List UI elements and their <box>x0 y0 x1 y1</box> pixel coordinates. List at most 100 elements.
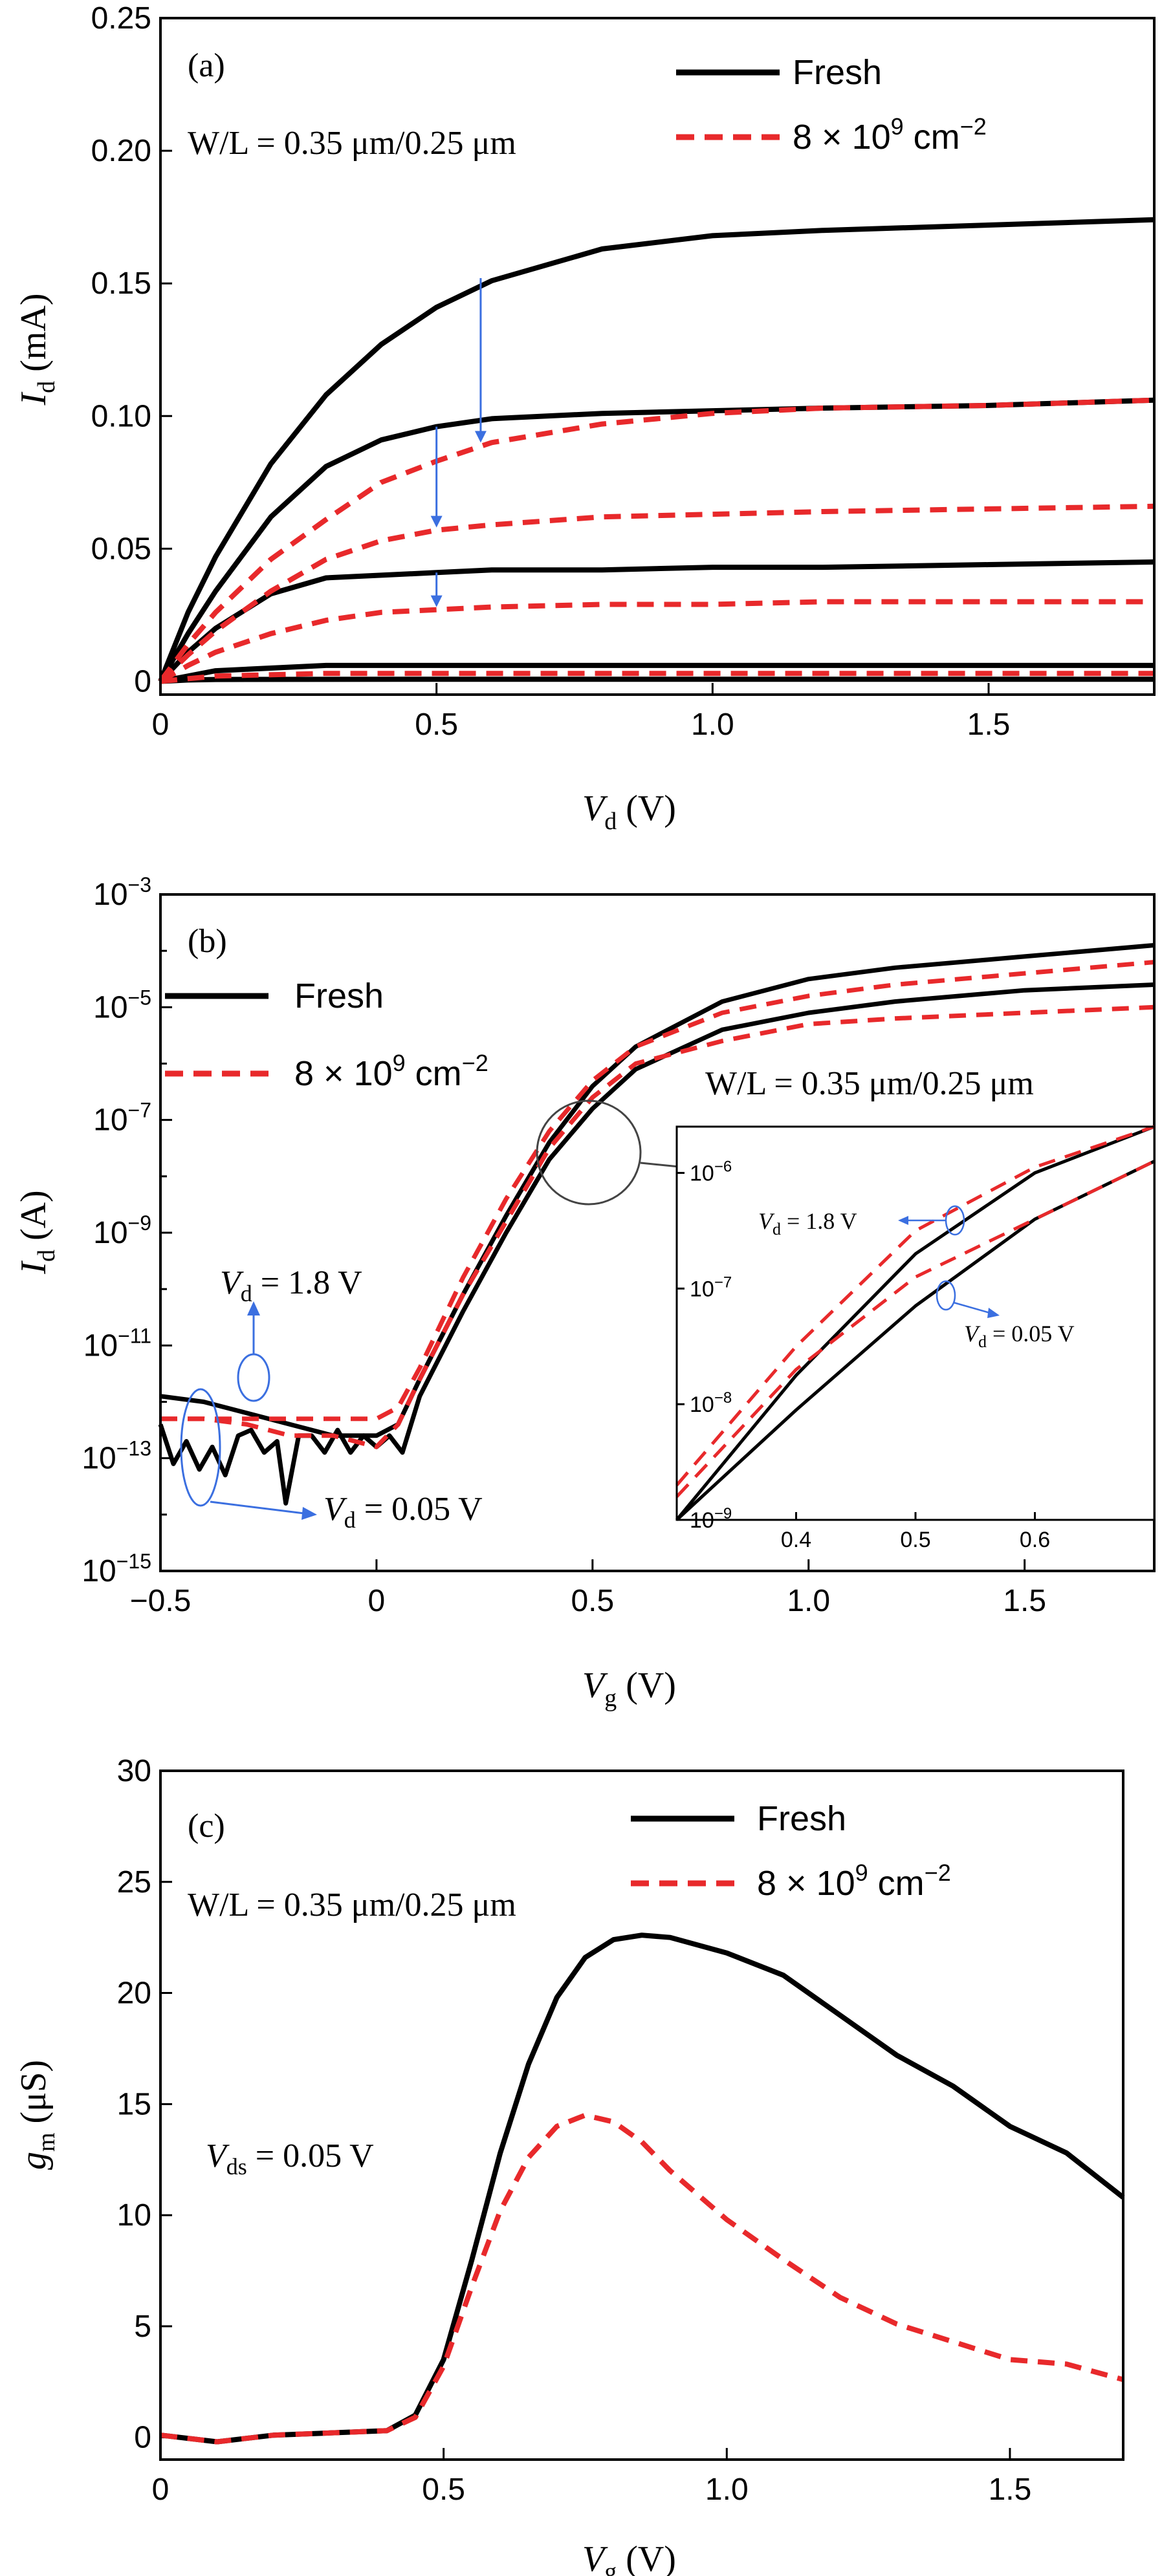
inset-vd-low: Vd = 0.05 V <box>964 1321 1075 1351</box>
inset-x-tick-label: 0.6 <box>1020 1528 1050 1552</box>
panel-a: 0 0.5 1.0 1.5 0 0.05 0.10 0.15 0.20 0.25 (a) W/L … <box>14 1 1156 835</box>
annotation-arrow-low <box>210 1500 305 1515</box>
annotation-arrowhead-high <box>247 1301 260 1315</box>
panel-b-x-axis-title: Vg (V) <box>582 1665 676 1712</box>
annotation-vd-low: Vd = 0.05 V <box>323 1491 483 1533</box>
panel-a-fresh-curve-4 <box>160 662 1154 684</box>
panel-a-irradiated-curve-3 <box>159 599 1154 684</box>
panel-c-fresh-curve <box>160 1932 1125 2445</box>
legend-irradiated-label: 8 × 109 cm−2 <box>294 1050 488 1093</box>
panel-b-y-axis-title: Id (A) <box>14 1190 60 1274</box>
panel-c-x-tick-label: 1.5 <box>989 2473 1032 2507</box>
panel-b-y-tick-label: 10−11 <box>83 1324 151 1363</box>
panel-a-irradiated-curve-4 <box>160 671 1154 684</box>
panel-a-fresh-curve-3 <box>159 559 1155 684</box>
legend-irradiated-label: 8 × 109 cm−2 <box>793 113 987 157</box>
panel-b-curve-2 <box>158 982 1155 1506</box>
panel-c-ticks: 0 0.5 1.0 1.5 0 5 10 15 20 25 30 <box>117 1754 1032 2507</box>
panel-b-curve-4 <box>160 1004 1155 1449</box>
panel-c-legend: Fresh 8 × 109 cm−2 <box>631 1799 951 1903</box>
panel-c-y-tick-label: 30 <box>117 1754 151 1788</box>
annotation-arrowhead-low <box>301 1507 317 1520</box>
inset-arrowhead-low <box>987 1308 1000 1318</box>
legend-fresh-label: Fresh <box>793 53 882 92</box>
panel-a-label: (a) <box>188 47 225 84</box>
panel-b-wl-note: W/L = 0.35 μm/0.25 μm <box>705 1065 1034 1102</box>
panel-c-curves <box>160 1932 1125 2445</box>
panel-c-y-tick-label: 5 <box>134 2310 151 2344</box>
panel-b-curves <box>158 943 1155 1506</box>
panel-c-y-tick-label: 20 <box>117 1976 151 2011</box>
panel-c: 0 0.5 1.0 1.5 0 5 10 15 20 25 30 (c) W/L = 0.35 μm… <box>14 1754 1125 2576</box>
panel-a-x-tick-label: 0 <box>152 708 170 742</box>
inset-vd-high: Vd = 1.8 V <box>758 1208 857 1239</box>
panel-b-y-tick-label: 10−15 <box>82 1550 151 1588</box>
panel-a-y-tick-label: 0.15 <box>91 266 151 301</box>
panel-b-y-tick-label: 10−5 <box>93 986 151 1024</box>
panel-a-fresh-curve-1 <box>158 217 1155 682</box>
inset-frame <box>675 1125 1156 1521</box>
panel-a-ticks: 0 0.5 1.0 1.5 0 0.05 0.10 0.15 0.20 0.25 <box>91 1 1011 742</box>
inset-arrow-low <box>953 1301 991 1314</box>
panel-c-y-tick-label: 25 <box>117 1865 151 1900</box>
panel-b-y-tick-label: 10−3 <box>93 873 151 912</box>
panel-c-x-tick-label: 0.5 <box>422 2473 465 2507</box>
panel-b-y-tick-label: 10−13 <box>82 1437 151 1476</box>
panel-c-wl-note: W/L = 0.35 μm/0.25 μm <box>188 1887 516 1923</box>
annotation-circle-high <box>237 1353 270 1402</box>
panel-b-x-tick-label: 0 <box>368 1584 386 1618</box>
panel-a-x-tick-label: 1.5 <box>967 708 1011 742</box>
panel-a-x-tick-label: 0.5 <box>415 708 458 742</box>
panel-c-y-tick-label: 15 <box>117 2087 151 2121</box>
annotation-vd-high: Vd = 1.8 V <box>220 1264 362 1306</box>
panel-c-y-tick-label: 10 <box>117 2198 151 2233</box>
panel-c-label: (c) <box>188 1808 225 1845</box>
panel-a-y-tick-label: 0.20 <box>91 134 151 168</box>
panel-a-arrows <box>430 277 487 607</box>
panel-b-y-tick-label: 10−7 <box>93 1099 151 1138</box>
inset-curve-1 <box>675 1125 1155 1521</box>
panel-b-x-tick-label: 1.5 <box>1003 1584 1046 1618</box>
panel-a-fresh-curve-5 <box>160 676 1154 684</box>
panel-a-y-axis-title: Id (mA) <box>14 294 60 406</box>
panel-b-inset: 0.4 0.5 0.610−910−810−710−6 Vd = 1.8 V Vd … <box>675 1125 1156 1552</box>
panel-c-x-tick-label: 0 <box>152 2473 170 2507</box>
inset-y-tick-label: 10−8 <box>690 1389 732 1417</box>
inset-y-tick-label: 10−7 <box>690 1273 732 1301</box>
panel-c-vds-note: Vds = 0.05 V <box>206 2138 374 2180</box>
inset-circle-low <box>936 1280 956 1311</box>
panel-a-y-tick-label: 0.25 <box>91 1 151 36</box>
legend-fresh-label: Fresh <box>757 1799 846 1838</box>
legend-irradiated-label: 8 × 109 cm−2 <box>757 1859 951 1903</box>
panel-b-label: (b) <box>188 923 227 960</box>
inset-arrowhead-high <box>898 1216 908 1225</box>
panel-a-x-tick-label: 1.0 <box>691 708 734 742</box>
degradation-arrowhead <box>474 431 487 443</box>
panel-b-curve-3 <box>160 960 1155 1422</box>
legend-fresh-label: Fresh <box>294 977 384 1015</box>
inset-x-tick-label: 0.4 <box>781 1528 811 1552</box>
panel-a-frame <box>159 17 1156 696</box>
inset-background <box>677 1127 1154 1520</box>
panel-a-y-tick-label: 0.05 <box>91 532 151 566</box>
panel-a-legend: Fresh 8 × 109 cm−2 <box>676 53 987 157</box>
panel-b-x-tick-label: 0.5 <box>571 1584 614 1618</box>
panel-c-y-tick-label: 0 <box>134 2421 151 2455</box>
panel-c-x-tick-label: 1.0 <box>705 2473 749 2507</box>
panel-c-y-axis-title: gm (μS) <box>14 2060 60 2170</box>
panel-b-y-tick-label: 10−9 <box>93 1211 151 1250</box>
zoom-circle <box>536 1099 642 1206</box>
annotation-circle-low <box>180 1388 221 1507</box>
panel-b: −0.5 0 0.5 1.0 1.5 10−3 10−5 10−7 10−9 10−11 10−13… <box>14 873 1156 1712</box>
panel-b-ticks: −0.5 0 0.5 1.0 1.5 10−3 10−5 10−7 10−9 10−11 10−13… <box>82 873 1046 1618</box>
inset-y-tick-label: 10−6 <box>690 1158 732 1186</box>
panel-b-legend: Fresh 8 × 109 cm−2 <box>165 977 488 1093</box>
panel-a-irradiated-curve-2 <box>159 503 1155 684</box>
degradation-arrowhead <box>430 515 443 528</box>
inset-curve-3 <box>675 1125 1155 1487</box>
panel-a-wl-note: W/L = 0.35 μm/0.25 μm <box>188 125 516 162</box>
degradation-arrowhead <box>430 595 443 607</box>
panel-c-irradiated-curve <box>160 2112 1124 2445</box>
panel-a-y-tick-label: 0.10 <box>91 399 151 433</box>
